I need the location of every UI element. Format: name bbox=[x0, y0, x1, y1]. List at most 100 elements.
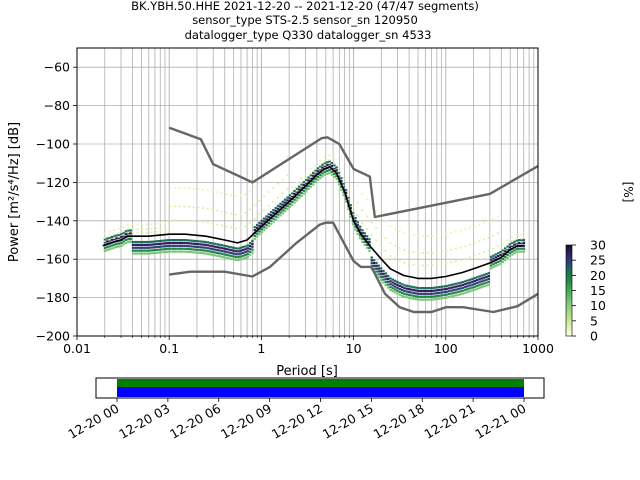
heatmap-cell bbox=[328, 168, 331, 172]
heatmap-cell bbox=[155, 240, 158, 243]
heatmap-cell bbox=[239, 249, 242, 252]
heatmap-cell bbox=[361, 237, 364, 241]
heatmap-cell bbox=[522, 247, 526, 250]
heatmap-cell bbox=[206, 247, 210, 250]
heatmap-cell bbox=[384, 275, 388, 278]
heatmap-cell bbox=[223, 244, 226, 247]
heatmap-cell bbox=[169, 244, 172, 247]
heatmap-cell bbox=[218, 243, 221, 246]
heatmap-cell bbox=[328, 154, 331, 157]
heatmap-cell bbox=[506, 248, 509, 251]
heatmap-cell bbox=[457, 287, 460, 291]
heatmap-cell bbox=[319, 164, 322, 166]
heatmap-cell bbox=[391, 281, 395, 284]
heatmap-cell bbox=[307, 185, 310, 188]
heatmap-cell bbox=[131, 243, 135, 246]
heatmap-cell bbox=[305, 187, 308, 190]
heatmap-cell bbox=[408, 262, 411, 265]
heatmap-cell bbox=[370, 234, 373, 236]
y-tick-label: −120 bbox=[36, 175, 70, 190]
heatmap-cell bbox=[164, 247, 168, 251]
heatmap-cell bbox=[389, 286, 392, 289]
heatmap-cell bbox=[461, 283, 465, 287]
heatmap-cell bbox=[410, 285, 413, 288]
heatmap-cell bbox=[408, 285, 411, 288]
heatmap-cell bbox=[262, 209, 265, 212]
heatmap-cell bbox=[225, 225, 228, 228]
heatmap-cell bbox=[117, 232, 120, 235]
y-axis-label: Power [m²/s⁴/Hz] [dB] bbox=[7, 122, 22, 262]
heatmap-cell bbox=[401, 294, 404, 297]
heatmap-cell bbox=[513, 249, 516, 252]
heatmap-cell bbox=[305, 177, 308, 180]
heatmap-cell bbox=[185, 247, 189, 250]
heatmap-cell bbox=[178, 219, 181, 222]
heatmap-cell bbox=[159, 230, 162, 233]
heatmap-cell bbox=[202, 252, 205, 255]
heatmap-cell bbox=[478, 284, 481, 287]
heatmap-cell bbox=[438, 288, 441, 292]
heatmap-cell bbox=[426, 287, 430, 290]
heatmap-cell bbox=[295, 187, 299, 190]
heatmap-cell bbox=[480, 277, 483, 280]
heatmap-cell bbox=[326, 169, 329, 173]
heatmap-cell bbox=[159, 251, 163, 254]
heatmap-cell bbox=[127, 238, 130, 241]
y-tick-label: −100 bbox=[36, 137, 70, 152]
heatmap-cell bbox=[342, 184, 345, 187]
heatmap-cell bbox=[164, 226, 167, 229]
heatmap-cell bbox=[176, 241, 179, 245]
psd-plot: 0.01 0.1 1 10 100 1000 −200 −180 −160 −140 −120 −1… bbox=[7, 47, 554, 379]
heatmap-cell bbox=[337, 170, 340, 173]
heatmap-cell bbox=[232, 255, 235, 258]
heatmap-cell bbox=[386, 286, 390, 289]
heatmap-cell bbox=[202, 249, 205, 252]
heatmap-cell bbox=[127, 228, 130, 230]
heatmap-cell bbox=[492, 257, 495, 260]
heatmap-cell bbox=[164, 222, 167, 224]
heatmap-cell bbox=[515, 241, 518, 244]
heatmap-cell bbox=[183, 247, 186, 250]
heatmap-cell bbox=[485, 275, 488, 278]
heatmap-cell bbox=[188, 242, 191, 245]
heatmap-cell bbox=[520, 237, 523, 240]
heatmap-cell bbox=[422, 264, 425, 267]
x-axis-ticks: 0.01 0.1 1 10 100 1000 bbox=[63, 336, 554, 356]
heatmap-cell bbox=[468, 256, 471, 258]
heatmap-cell bbox=[295, 181, 298, 184]
heatmap-cell bbox=[178, 250, 182, 253]
heatmap-cell bbox=[286, 207, 289, 211]
heatmap-cell bbox=[211, 245, 214, 248]
heatmap-cell bbox=[192, 248, 196, 251]
heatmap-cell bbox=[436, 251, 439, 253]
heatmap-cell bbox=[459, 284, 462, 287]
heatmap-cell bbox=[136, 223, 139, 226]
heatmap-cell bbox=[431, 251, 434, 254]
heatmap-cell bbox=[384, 283, 388, 287]
heatmap-cell bbox=[211, 250, 214, 254]
heatmap-cell bbox=[337, 180, 341, 183]
heatmap-cell bbox=[520, 241, 523, 243]
heatmap-cell bbox=[342, 181, 345, 183]
heatmap-cell bbox=[501, 252, 505, 255]
heatmap-cell bbox=[108, 230, 111, 233]
heatmap-cell bbox=[300, 183, 303, 186]
heatmap-cell bbox=[129, 238, 132, 241]
heatmap-cell bbox=[461, 289, 465, 292]
heatmap-cell bbox=[410, 291, 413, 294]
heatmap-cell bbox=[417, 252, 420, 254]
heatmap-cell bbox=[173, 239, 177, 242]
heatmap-cell bbox=[454, 282, 458, 285]
heatmap-cell bbox=[443, 285, 446, 288]
heatmap-cell bbox=[487, 283, 491, 286]
heatmap-cell bbox=[417, 289, 420, 293]
heatmap-cell bbox=[466, 285, 469, 288]
y-tick-label: −200 bbox=[36, 329, 70, 344]
heatmap-cell bbox=[197, 188, 200, 190]
heatmap-cell bbox=[302, 192, 306, 195]
heatmap-cell bbox=[368, 249, 371, 252]
heatmap-cell bbox=[508, 254, 512, 258]
heatmap-cell bbox=[272, 200, 275, 203]
